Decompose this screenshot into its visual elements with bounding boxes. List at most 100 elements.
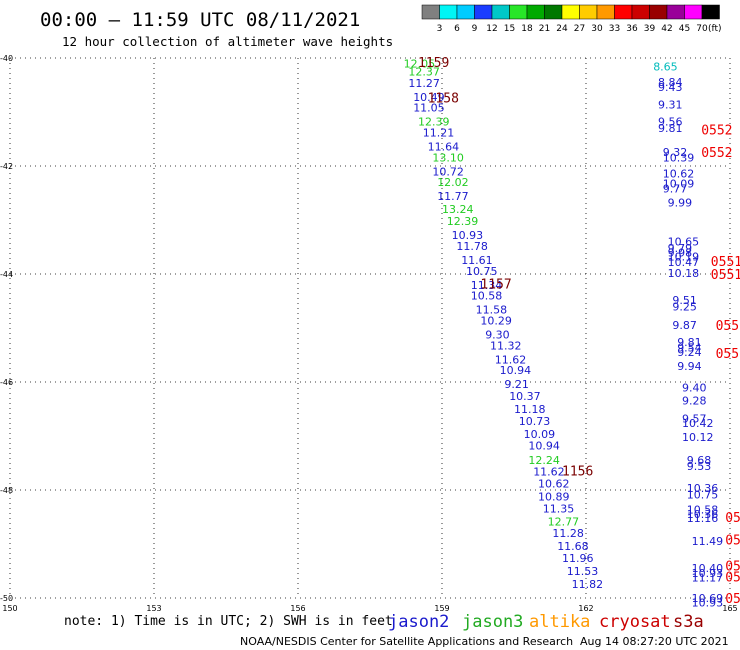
pass-time-label: 1159 <box>418 56 449 71</box>
colorbar-swatch <box>649 4 668 20</box>
swh-value: 9.81 <box>658 122 683 135</box>
swh-value: 10.93 <box>692 596 724 609</box>
pass-time-labels: 1159 1158 1157 1156 0552 0552 0551 0551 0551 0551… <box>418 56 740 607</box>
swh-value: 10.36 <box>687 508 719 521</box>
colorbar-swatch <box>421 4 440 20</box>
swh-value: 11.34 <box>471 279 503 292</box>
swh-value: 12.05 <box>404 57 436 70</box>
swh-value: 11.64 <box>428 141 460 154</box>
swh-value: 10.29 <box>480 314 512 327</box>
pass-time-label: 0552 <box>701 123 732 138</box>
swh-value: 10.40 <box>692 562 724 575</box>
colorbar-swatch <box>666 4 685 20</box>
swh-value: 10.62 <box>538 478 570 491</box>
swh-value: 11.78 <box>456 240 488 253</box>
swh-value: 11.18 <box>514 403 546 416</box>
colorbar-tick-label: 27 <box>574 24 585 34</box>
pass-time-label: 0551 <box>725 592 740 607</box>
swh-value: 10.62 <box>663 168 695 181</box>
pass-time-label: 0551 <box>716 347 740 362</box>
colorbar-swatch <box>509 4 528 20</box>
swh-value: 10.36 <box>687 482 719 495</box>
colorbar-tick-label: 36 <box>626 24 638 34</box>
colorbar-tick-label: 39 <box>644 24 656 34</box>
swh-value: 9.40 <box>682 381 707 394</box>
chart-header: 00:00 – 11:59 UTC 08/11/2021 12 hour col… <box>40 4 722 49</box>
swh-value: 10.09 <box>524 428 556 441</box>
swh-value: 9.43 <box>658 81 683 94</box>
swh-value: 10.75 <box>466 265 498 278</box>
colorbar-tick-label: 18 <box>521 24 533 34</box>
colorbar-swatch <box>544 4 563 20</box>
pass-time-label: 0552 <box>701 146 732 161</box>
satellite-legend: jason2 jason3 altika cryosat s3a <box>388 612 704 632</box>
footer-credit: NOAA/NESDIS Center for Satellite Applica… <box>240 635 573 648</box>
colorbar-tick-label: 45 <box>679 24 690 34</box>
y-tick-label: -40 <box>0 54 13 63</box>
swh-value: 10.65 <box>668 236 700 249</box>
swh-value: 9.31 <box>658 98 683 111</box>
swh-value: 12.77 <box>548 515 580 528</box>
swh-value: 11.35 <box>543 502 575 515</box>
colorbar-tick-label: 9 <box>472 24 478 34</box>
pass-time-label: 1158 <box>428 91 459 106</box>
swh-value: 11.82 <box>572 578 604 591</box>
swh-value: 9.77 <box>663 183 688 196</box>
colorbar-tick-label: 12 <box>486 24 497 34</box>
x-tick-label: 162 <box>578 604 593 613</box>
legend-jason3: jason3 <box>462 612 523 632</box>
x-tick-label: 156 <box>290 604 305 613</box>
pass-time-label: 0551 <box>725 534 740 549</box>
swh-value: 12.39 <box>418 116 450 129</box>
swh-value: 11.58 <box>476 304 508 317</box>
swh-value: 9.21 <box>504 378 529 391</box>
swh-value: 9.30 <box>485 328 510 341</box>
colorbar-swatch <box>684 4 703 20</box>
swh-value: 8.65 <box>653 61 678 74</box>
pass-time-label: 1156 <box>562 465 593 480</box>
swh-value: 8.84 <box>658 76 683 89</box>
swh-value: 10.37 <box>509 390 541 403</box>
y-tick-label: -46 <box>0 378 13 387</box>
swh-value: 10.93 <box>692 567 724 580</box>
swh-value: 9.87 <box>672 319 697 332</box>
swh-value: 10.93 <box>452 229 484 242</box>
pass-time-label: 1157 <box>480 278 511 293</box>
swh-value: 10.12 <box>682 431 714 444</box>
swh-value: 10.69 <box>692 592 724 605</box>
swh-value: 10.18 <box>668 267 700 280</box>
colorbar-swatch <box>701 4 720 20</box>
swh-value: 13.24 <box>442 203 474 216</box>
swh-value: 10.49 <box>413 91 445 104</box>
swh-value: 9.99 <box>668 197 693 210</box>
swh-value: 12.02 <box>437 176 469 189</box>
colorbar-swatch <box>439 4 458 20</box>
swh-value: 9.25 <box>672 300 697 313</box>
x-tick-label: 150 <box>2 604 17 613</box>
pass-time-label: 0551 <box>725 511 740 526</box>
legend-altika: altika <box>529 612 590 632</box>
swh-value: 12.37 <box>408 66 440 79</box>
colorbar-swatch <box>526 4 545 20</box>
colorbar-swatch <box>561 4 580 20</box>
colorbar-tick-label: 3 <box>437 24 443 34</box>
swh-value: 10.58 <box>687 503 719 516</box>
swh-value: 11.53 <box>567 565 599 578</box>
pass-time-label: 0551 <box>725 570 740 585</box>
chart-footer: note: 1) Time is in UTC; 2) SWH is in fe… <box>64 612 729 648</box>
swh-value: 9.81 <box>677 336 702 349</box>
x-tick-label: 153 <box>146 604 161 613</box>
swh-value: 10.94 <box>500 364 531 377</box>
colorbar-tick-label: 6 <box>454 24 460 34</box>
swh-value: 11.05 <box>413 102 445 115</box>
plot-grid <box>9 57 731 599</box>
swh-value: 9.53 <box>687 460 712 473</box>
wave-height-points: 12.0512.3711.2710.4911.0512.3911.2111.64… <box>404 57 723 609</box>
y-tick-label: -50 <box>0 594 13 603</box>
colorbar-tick-label: 42 <box>661 24 672 34</box>
swh-value: 11.77 <box>437 190 469 203</box>
swh-value: 9.51 <box>672 294 697 307</box>
x-tick-label: 165 <box>722 604 737 613</box>
swh-value: 10.75 <box>687 488 719 501</box>
